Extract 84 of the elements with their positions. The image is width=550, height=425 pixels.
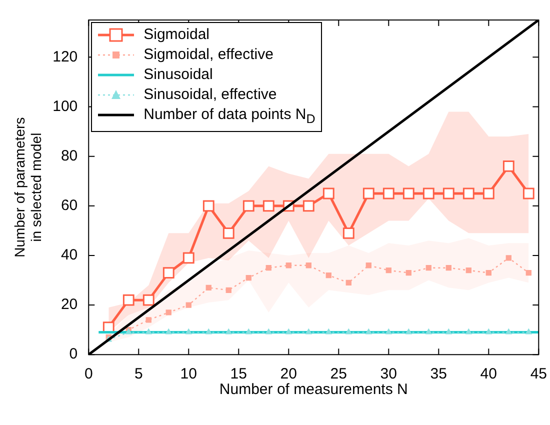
point <box>245 328 252 334</box>
point <box>262 200 274 212</box>
point <box>426 265 432 271</box>
point <box>265 328 272 334</box>
x-tick-label: 15 <box>230 366 247 383</box>
point <box>182 252 194 264</box>
point <box>422 188 434 200</box>
x-tick-label: 5 <box>134 366 143 383</box>
point <box>222 227 234 239</box>
point <box>242 200 254 212</box>
point <box>406 270 412 276</box>
point <box>402 188 414 200</box>
x-tick-label: 25 <box>330 366 347 383</box>
point <box>325 328 332 334</box>
point <box>166 310 172 316</box>
legend-label: Sigmoidal, effective <box>144 46 274 63</box>
x-tick-label: 0 <box>84 366 93 383</box>
legend-label: Sigmoidal <box>144 26 210 43</box>
point <box>142 294 154 306</box>
point <box>302 200 314 212</box>
point <box>162 267 174 279</box>
y-tick-label: 100 <box>52 98 78 115</box>
point <box>486 270 492 276</box>
point <box>386 268 392 274</box>
point <box>405 328 412 334</box>
point <box>286 262 292 268</box>
y-tick-label: 20 <box>60 296 78 314</box>
point <box>285 328 292 334</box>
point <box>326 272 332 278</box>
legend-label: Sinusoidal <box>144 66 213 83</box>
point <box>442 188 454 200</box>
point <box>205 328 212 334</box>
point <box>305 328 312 334</box>
point <box>466 268 472 274</box>
point <box>382 188 394 200</box>
point <box>185 328 192 334</box>
point <box>146 317 152 323</box>
point <box>485 328 492 334</box>
point <box>246 274 252 281</box>
point <box>482 188 494 200</box>
point <box>525 328 532 334</box>
point <box>145 328 152 334</box>
point <box>366 262 372 268</box>
point <box>446 265 452 271</box>
point <box>506 255 512 261</box>
point <box>266 265 272 271</box>
y-tick-label: 0 <box>69 346 78 363</box>
y-tick-label: 60 <box>60 197 78 214</box>
point <box>505 328 512 334</box>
y-axis-title: Number of parameters in selected model <box>11 117 44 258</box>
x-tick-label: 30 <box>380 366 397 383</box>
point <box>462 188 474 200</box>
point <box>385 328 392 334</box>
point <box>526 270 532 276</box>
y-tick-label: 40 <box>60 246 78 264</box>
point <box>522 188 534 200</box>
x-tick-label: 20 <box>280 366 297 383</box>
point <box>362 188 374 200</box>
point <box>226 287 232 293</box>
point <box>465 328 472 334</box>
point <box>342 227 354 239</box>
x-tick-label: 35 <box>430 366 447 383</box>
point <box>122 294 134 306</box>
legend-label: Number of data points N$_{D}$ <box>144 106 316 126</box>
y-tick-label: 80 <box>60 147 78 164</box>
point <box>206 284 212 291</box>
point <box>346 280 352 286</box>
x-tick-label: 10 <box>180 366 197 383</box>
x-tick-label: 45 <box>530 366 547 383</box>
point <box>365 328 372 334</box>
x-axis-title: Number of measurements N <box>219 380 408 398</box>
point <box>202 200 214 212</box>
y-tick-label: 120 <box>52 48 78 66</box>
point <box>165 328 172 334</box>
point <box>502 160 514 172</box>
x-tick-label: 40 <box>480 366 497 383</box>
legend-label: Sinusoidal, effective <box>144 86 277 103</box>
point <box>345 328 352 334</box>
point <box>306 262 312 268</box>
point <box>186 302 192 308</box>
point <box>322 188 334 200</box>
point <box>425 328 432 334</box>
point <box>445 328 452 334</box>
point <box>225 328 232 334</box>
